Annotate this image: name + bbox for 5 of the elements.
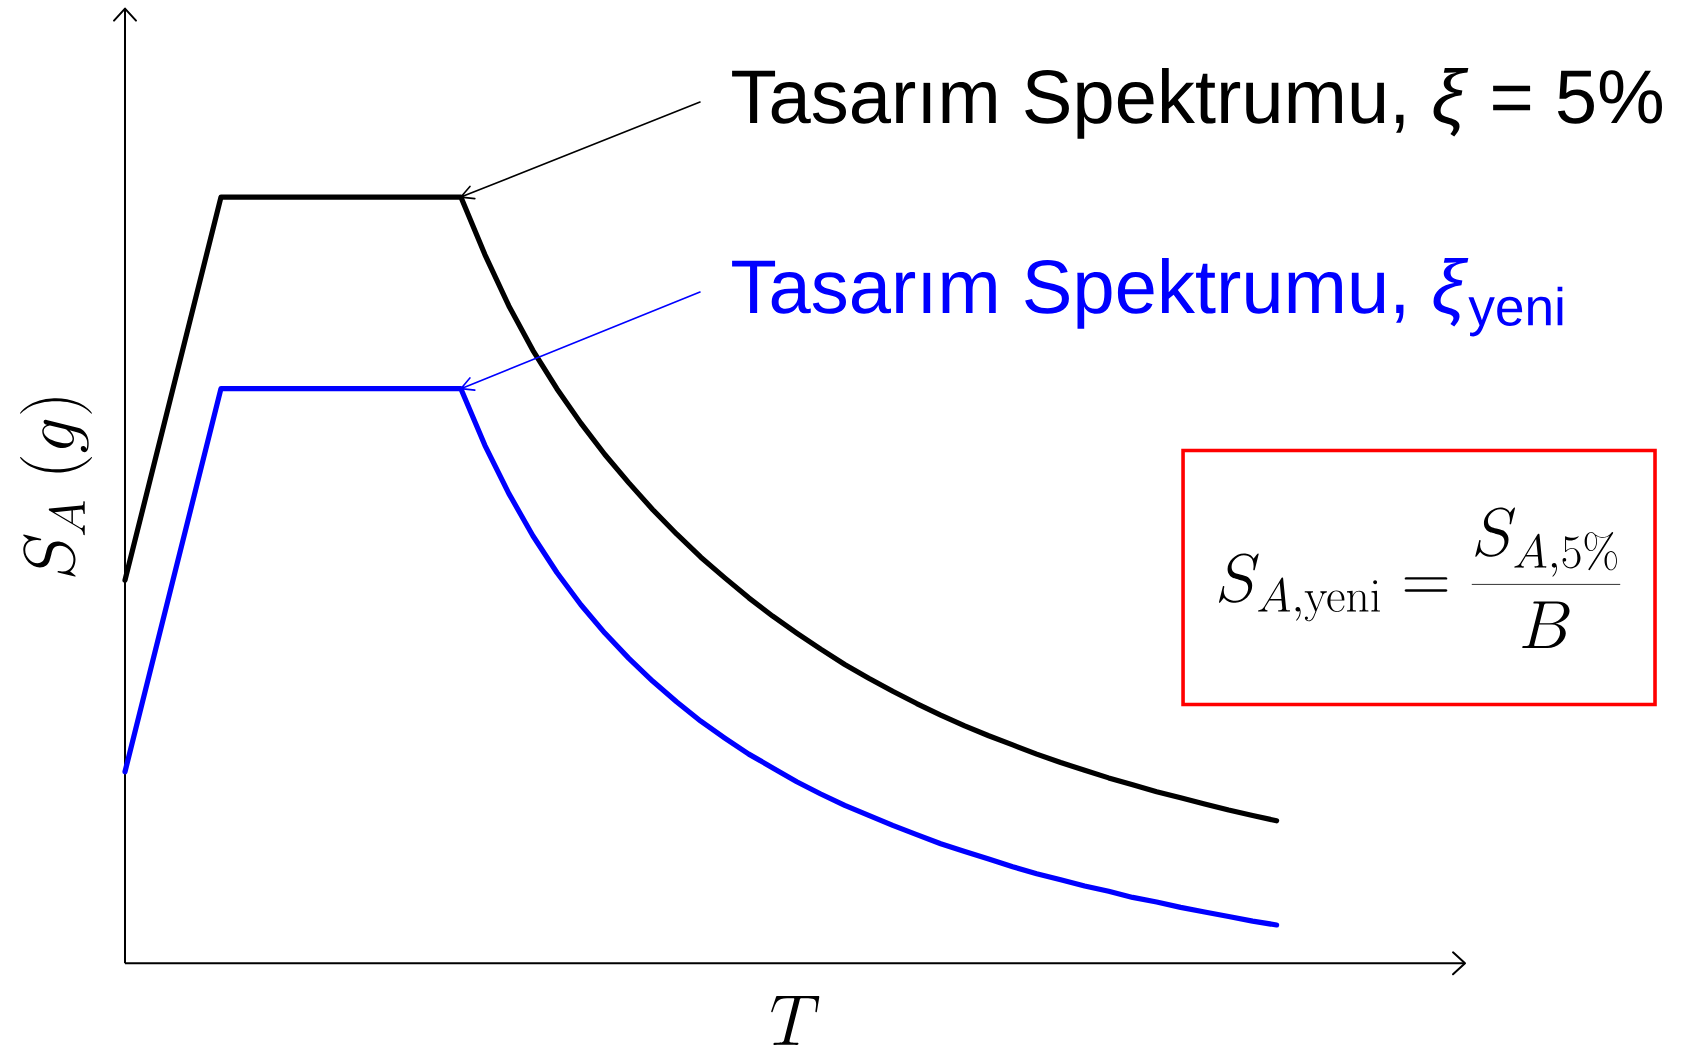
legend-label: Tasarım Spektrumu, ξ$_{yeni}$	[732, 257, 1563, 337]
x-axis-title: $T$	[771, 996, 820, 1045]
y-axis-title: $S_A\ (g)$	[20, 398, 92, 577]
annotation: $S_{A,\mathrm{yeni}} = \frac{S_{A,5\%}}{B}$	[1218, 507, 1621, 649]
legend-label: Tasarım Spektrumu, ξ = 5%	[732, 67, 1662, 139]
